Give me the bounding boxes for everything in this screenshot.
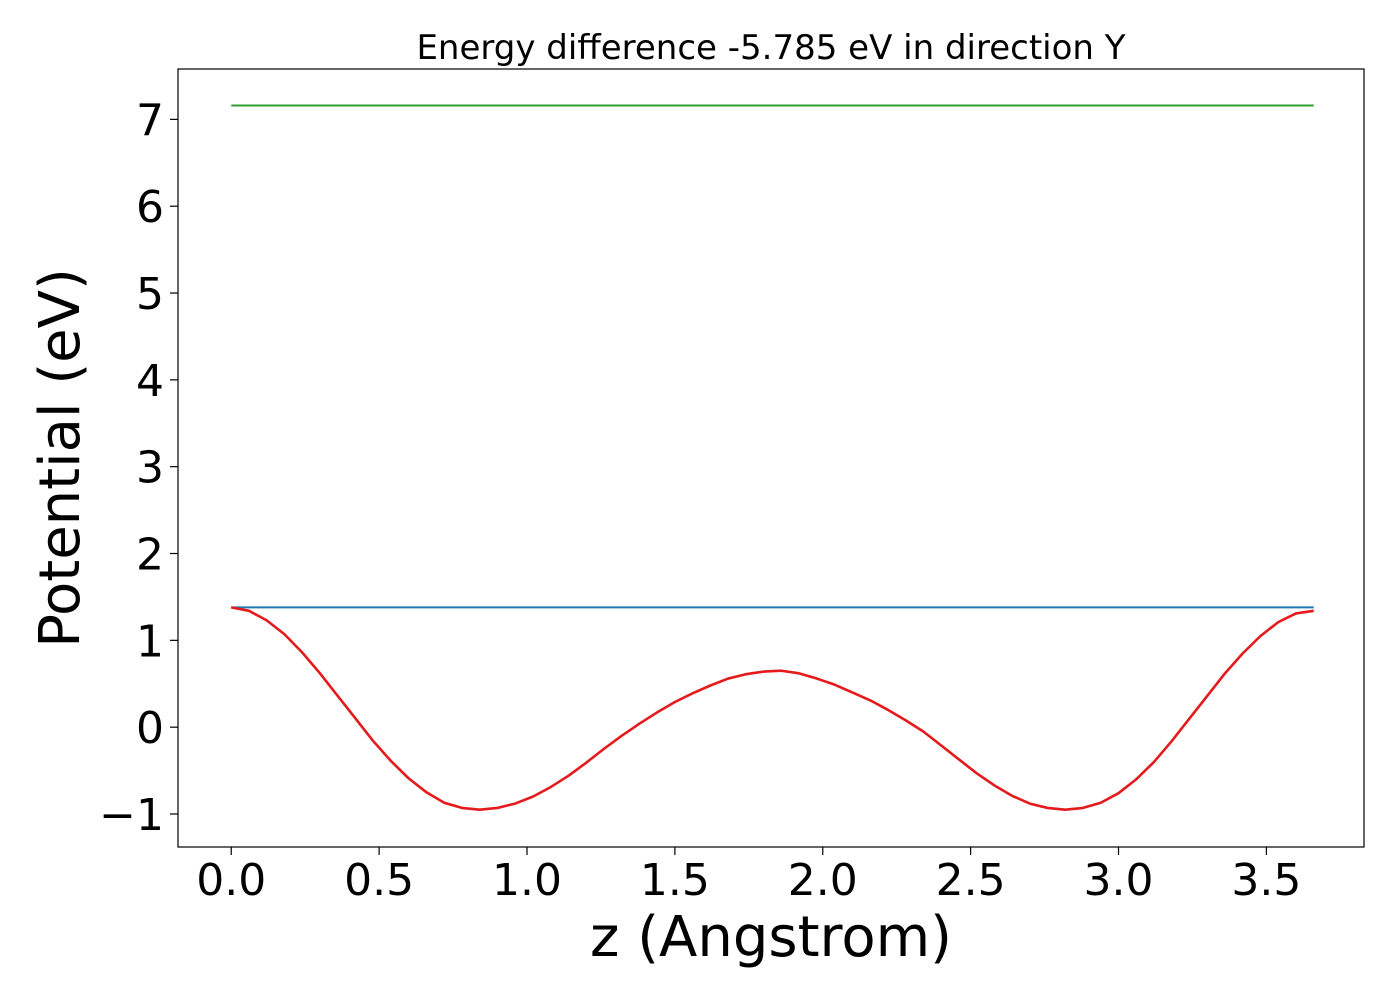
x-axis: 0.0 0.5 1.0 1.5 2.0 2.5 3.0 3.5	[196, 847, 1301, 906]
y-tick-label: 1	[136, 616, 164, 667]
plot-frame	[177, 68, 1365, 848]
y-tick-label: 7	[136, 95, 164, 146]
x-tick-label: 0.5	[344, 855, 414, 906]
x-axis-label: z (Angstrom)	[590, 905, 952, 970]
y-tick-label: 6	[136, 182, 164, 233]
series-line-3	[230, 606, 1314, 811]
y-tick-label: 0	[136, 703, 164, 754]
series-layer	[230, 104, 1314, 811]
y-tick-label: −1	[99, 790, 164, 841]
chart-title: Energy difference -5.785 eV in direction…	[416, 28, 1125, 68]
x-tick-label: 2.5	[936, 855, 1006, 906]
x-tick-label: 3.0	[1084, 855, 1154, 906]
y-tick-label: 5	[136, 269, 164, 320]
y-tick-label: 4	[136, 356, 164, 407]
plot-area	[178, 69, 1364, 847]
y-axis: −1 0 1 2 3 4 5 6 7	[99, 95, 178, 841]
x-tick-label: 1.5	[640, 855, 710, 906]
x-tick-label: 1.0	[492, 855, 562, 906]
y-tick-label: 3	[136, 443, 164, 494]
x-tick-label: 3.5	[1231, 855, 1301, 906]
y-axis-label: Potential (eV)	[28, 268, 93, 648]
y-tick-label: 2	[136, 530, 164, 581]
x-tick-label: 2.0	[788, 855, 858, 906]
x-tick-label: 0.0	[196, 855, 266, 906]
